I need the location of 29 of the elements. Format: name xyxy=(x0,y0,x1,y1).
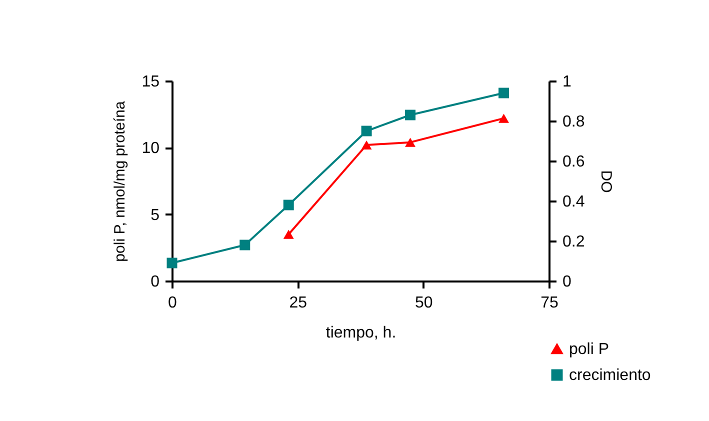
y-tick-label: 0 xyxy=(150,274,160,290)
point xyxy=(240,240,250,250)
point xyxy=(283,200,294,210)
point xyxy=(361,126,372,136)
legend-label: poli P xyxy=(569,341,610,358)
point xyxy=(361,140,372,150)
x-axis-title: tiempo, h. xyxy=(326,324,396,342)
y2-tick-label: 0.2 xyxy=(562,234,585,250)
point xyxy=(405,138,416,147)
x-tick-label: 50 xyxy=(414,294,433,312)
x-tick-label: 0 xyxy=(168,294,178,312)
y-tick-label: 5 xyxy=(150,206,160,224)
y-tick-label: 10 xyxy=(142,140,160,158)
point xyxy=(283,230,294,239)
point xyxy=(405,110,416,120)
y2-tick-label: 0 xyxy=(562,274,572,290)
y2-tick-label: 0.8 xyxy=(562,114,585,130)
y-axis-title: poli P, nmol/mg proteína xyxy=(112,100,129,262)
y-tick-label: 15 xyxy=(142,74,160,90)
point xyxy=(166,258,178,268)
x-tick-label: 25 xyxy=(289,294,308,312)
y2-tick-label: 1 xyxy=(562,74,572,90)
x-tick-label: 75 xyxy=(540,294,558,312)
y2-tick-label: 0.4 xyxy=(562,194,585,210)
point xyxy=(498,88,510,98)
point xyxy=(498,114,510,123)
legend-label: crecimiento xyxy=(569,367,651,384)
y2-axis-title: DO xyxy=(598,170,615,193)
y2-tick-label: 0.6 xyxy=(562,154,585,170)
